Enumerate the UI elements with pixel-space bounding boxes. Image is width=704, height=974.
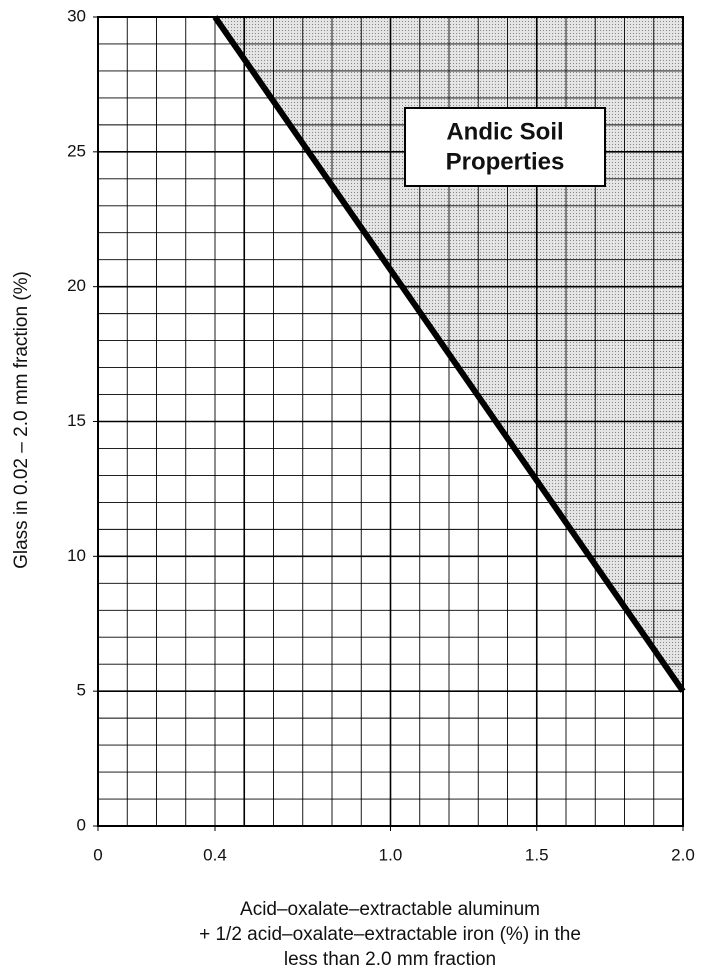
y-tick-label: 30 (67, 6, 86, 25)
y-tick-label: 5 (77, 681, 86, 700)
annotation-box (404, 107, 606, 187)
x-tick-label: 0.4 (203, 845, 227, 864)
x-axis-label: + 1/2 acid–oxalate–extractable iron (%) … (199, 924, 581, 945)
x-tick-label: 2.0 (671, 845, 695, 864)
y-tick-label: 10 (67, 546, 86, 565)
x-tick-label: 1.5 (525, 845, 549, 864)
boundary-line (212, 15, 686, 693)
annotation: Properties (446, 148, 565, 175)
x-tick-label: 1.0 (379, 845, 403, 864)
y-tick-label: 25 (67, 141, 86, 160)
y-tick-label: 20 (67, 276, 86, 295)
y-tick-label: 0 (77, 815, 86, 834)
x-axis-label: less than 2.0 mm fraction (284, 949, 496, 970)
x-axis-label: Acid–oxalate–extractable aluminum (240, 899, 540, 920)
y-tick-label: 15 (67, 411, 86, 430)
x-tick-label: 0 (93, 845, 102, 864)
annotation: Andic Soil (446, 118, 563, 145)
y-axis-label: Glass in 0.02 – 2.0 mm fraction (%) (11, 271, 32, 569)
